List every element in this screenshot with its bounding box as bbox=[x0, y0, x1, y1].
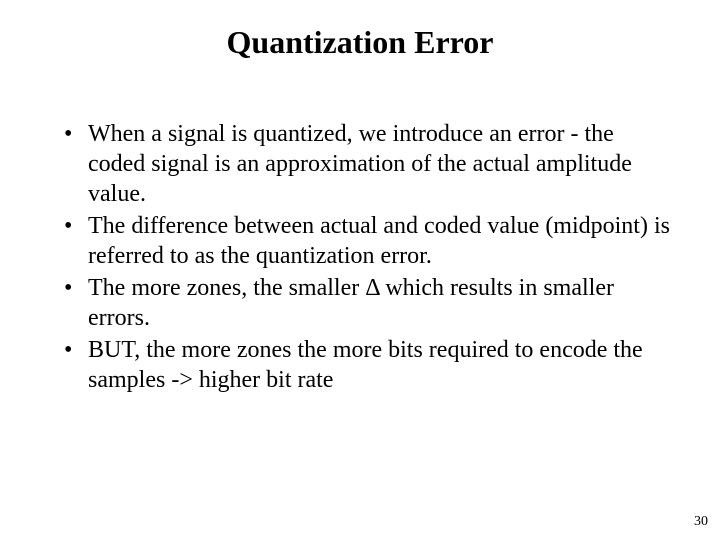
list-item: BUT, the more zones the more bits requir… bbox=[88, 335, 672, 395]
list-item: The difference between actual and coded … bbox=[88, 211, 672, 271]
bullet-list: When a signal is quantized, we introduce… bbox=[48, 119, 672, 395]
list-item: The more zones, the smaller Δ which resu… bbox=[88, 273, 672, 333]
slide-title: Quantization Error bbox=[48, 24, 672, 61]
slide: Quantization Error When a signal is quan… bbox=[0, 0, 720, 540]
list-item: When a signal is quantized, we introduce… bbox=[88, 119, 672, 209]
page-number: 30 bbox=[694, 514, 708, 530]
slide-content: When a signal is quantized, we introduce… bbox=[48, 119, 672, 395]
